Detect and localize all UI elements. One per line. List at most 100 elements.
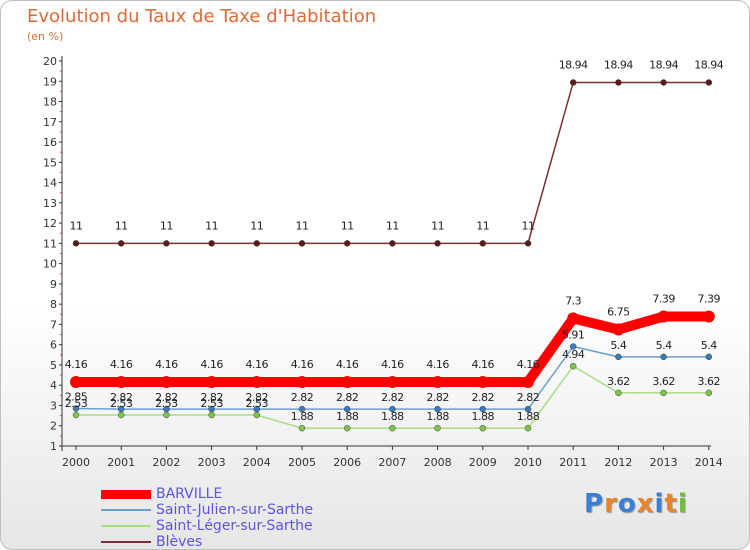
data-point [208, 411, 215, 419]
data-label: 1.88 [426, 410, 449, 423]
data-point [389, 240, 396, 247]
data-point [205, 375, 218, 388]
data-point [163, 240, 170, 247]
data-label: 2.82 [517, 391, 540, 404]
data-label: 3.62 [652, 375, 675, 388]
data-point [386, 375, 399, 388]
y-tick-label: 1 [50, 440, 57, 453]
data-label: 2.85 [65, 391, 88, 404]
y-tick-label: 19 [43, 75, 57, 88]
data-point [117, 240, 125, 247]
legend-item: Blèves [101, 534, 313, 550]
data-label: 4.16 [291, 358, 314, 371]
data-label: 5.91 [562, 329, 585, 342]
data-label: 11 [70, 219, 83, 232]
data-label: 1.88 [291, 410, 314, 423]
legend-swatch [101, 525, 151, 527]
data-point [479, 240, 487, 247]
data-point [476, 375, 489, 388]
x-tick-label: 2005 [288, 456, 316, 469]
data-label: 11 [296, 219, 309, 232]
data-label: 11 [386, 219, 399, 232]
data-label: 2.53 [110, 397, 133, 410]
data-point [117, 405, 125, 413]
data-label: 2.82 [200, 391, 223, 404]
y-tick-label: 6 [50, 339, 57, 352]
y-tick-label: 10 [43, 258, 57, 271]
data-label: 2.53 [155, 397, 178, 410]
data-label: 11 [522, 219, 535, 232]
data-label: 4.16 [517, 358, 540, 371]
data-point [660, 79, 667, 86]
data-label: 2.82 [472, 391, 495, 404]
logo-letter: o [617, 489, 637, 519]
data-label: 2.53 [65, 397, 88, 410]
data-point [660, 353, 667, 361]
y-tick-label: 14 [43, 177, 57, 190]
data-label: 3.62 [698, 375, 721, 388]
data-label: 2.82 [291, 391, 314, 404]
data-point [389, 405, 396, 413]
data-label: 1.88 [472, 410, 495, 423]
y-tick-label: 3 [50, 399, 57, 412]
data-point [343, 240, 351, 247]
x-tick-label: 2011 [559, 456, 587, 469]
data-label: 11 [160, 219, 173, 232]
x-tick-label: 2014 [695, 456, 723, 469]
data-point [163, 405, 170, 413]
data-label: 2.82 [336, 391, 359, 404]
logo-letter: r [604, 489, 618, 519]
data-label: 4.16 [155, 358, 178, 371]
data-point [434, 424, 441, 432]
data-label: 2.53 [200, 397, 223, 410]
data-point [343, 405, 351, 413]
data-point [160, 375, 173, 388]
data-label: 5.4 [701, 339, 717, 352]
data-point [524, 240, 532, 247]
data-point [253, 240, 261, 247]
data-point [569, 79, 577, 86]
data-label: 4.16 [336, 358, 359, 371]
logo-letter: P [584, 489, 605, 519]
data-label: 2.82 [426, 391, 449, 404]
x-tick-label: 2002 [152, 456, 180, 469]
data-label: 18.94 [694, 58, 723, 71]
data-label: 1.88 [381, 410, 404, 423]
data-label: 6.75 [607, 305, 630, 318]
data-label: 11 [341, 219, 354, 232]
data-label: 18.94 [604, 58, 633, 71]
legend-swatch [101, 509, 151, 511]
data-point [434, 240, 441, 247]
data-point [72, 411, 80, 419]
data-point [569, 343, 577, 350]
data-label: 11 [115, 219, 128, 232]
data-point [298, 424, 306, 432]
y-tick-label: 9 [50, 278, 57, 291]
data-label: 1.88 [336, 410, 359, 423]
data-point [660, 389, 667, 397]
data-point [705, 79, 713, 86]
data-label: 4.16 [246, 358, 269, 371]
data-label: 2.82 [246, 391, 269, 404]
data-label: 5.4 [656, 339, 672, 352]
data-point [705, 389, 713, 397]
data-label: 11 [431, 219, 444, 232]
data-label: 2.82 [155, 391, 178, 404]
data-point [298, 240, 306, 247]
data-point [615, 79, 622, 86]
data-point [522, 375, 534, 388]
data-point [72, 405, 80, 412]
data-label: 11 [476, 219, 489, 232]
x-tick-label: 2001 [107, 456, 135, 469]
legend-label: BARVILLE [156, 486, 223, 502]
x-tick-label: 2004 [243, 456, 271, 469]
chart-legend: BARVILLE Saint-Julien-sur-Sarthe Saint-Lég… [101, 486, 313, 550]
data-label: 4.16 [472, 358, 495, 371]
legend-label: Blèves [156, 534, 203, 550]
legend-swatch [101, 541, 151, 543]
data-point [72, 240, 80, 247]
data-point [343, 424, 351, 432]
proxiti-logo: Proxiti [584, 489, 688, 519]
y-tick-label: 17 [43, 116, 57, 129]
data-label: 4.16 [110, 358, 133, 371]
